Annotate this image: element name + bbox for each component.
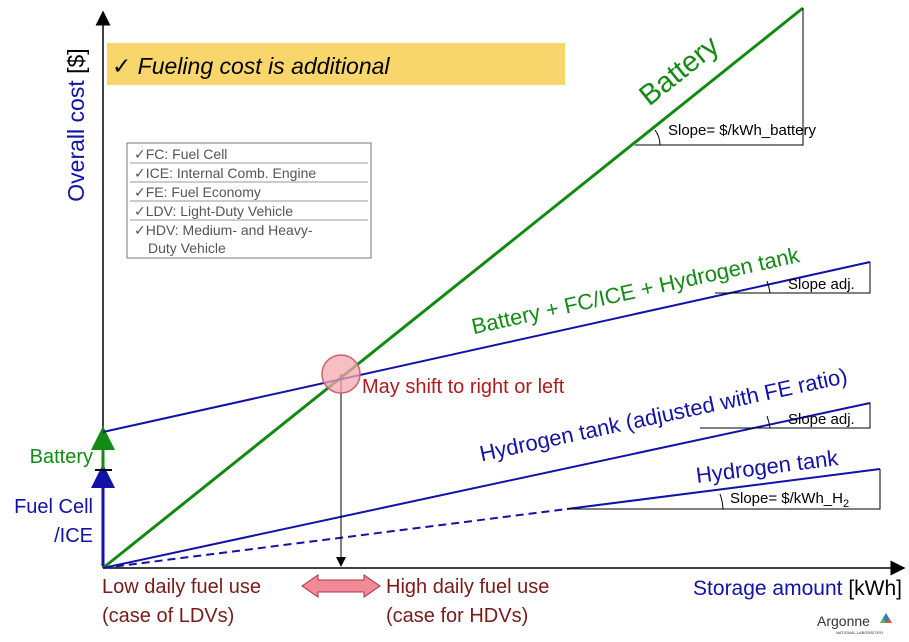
x-axis-title: Storage amount: [693, 577, 843, 600]
high-case: (case for HDVs): [386, 605, 528, 627]
slope-label: Slope= $/kWh_H2: [730, 490, 849, 510]
slope-arc: [766, 415, 771, 429]
crossover-label: May shift to right or left: [362, 376, 565, 398]
slope-arc: [654, 129, 661, 146]
low-case: Low daily fuel use: [102, 576, 261, 598]
legend-item: ✓ICE: Internal Comb. Engine: [134, 165, 316, 181]
fuel-cell-label: /ICE: [54, 525, 93, 547]
note-check: ✓: [112, 53, 131, 79]
battery-fc-label: Battery + FC/ICE + Hydrogen tank: [469, 242, 802, 339]
legend-item: ✓HDV: Medium- and Heavy-: [134, 222, 313, 238]
shift-arrow: [301, 574, 381, 598]
slope-triangle: [700, 403, 871, 429]
slope-triangle: [567, 469, 881, 510]
slope-text: Slope= $/kWh_H: [730, 490, 843, 507]
battery-label: Battery: [634, 29, 726, 112]
logo-sub: NATIONAL LABORATORY: [836, 630, 884, 635]
slope-label: Slope= $/kWh_battery: [668, 122, 817, 139]
slope-label: Slope adj.: [788, 411, 855, 428]
low-case: (case of LDVs): [102, 605, 234, 627]
legend-item: ✓LDV: Light-Duty Vehicle: [134, 203, 293, 219]
y-axis-label: Overall cost [$]: [63, 48, 89, 201]
note-box: [107, 43, 565, 85]
crossover-circle: [321, 354, 361, 394]
note: ✓ Fueling cost is additional: [112, 53, 390, 79]
high-case: High daily fuel use: [386, 576, 549, 598]
x-axis-unit: [kWh]: [848, 577, 902, 600]
x-axis-label: Storage amount [kWh]: [693, 577, 902, 600]
slope-label: Slope adj.: [788, 276, 855, 293]
slope-arc: [766, 280, 771, 294]
logo-mark: [886, 618, 892, 623]
h2-line: [566, 468, 881, 510]
battery-line: [102, 6, 804, 570]
battery-marker-label: Battery: [30, 446, 93, 468]
slope-arc: [719, 493, 724, 510]
slope-triangle: [715, 262, 871, 294]
y-axis-unit: [$]: [63, 48, 89, 74]
logo-mark: [880, 618, 886, 623]
fuel-cell-label: Fuel Cell: [14, 496, 93, 518]
legend-item: ✓FE: Fuel Economy: [134, 184, 261, 200]
h2-adjusted-line: [102, 402, 871, 569]
note-text: Fueling cost is additional: [138, 53, 391, 79]
line-label: Battery + FC/ICE + Hydrogen tank: [469, 242, 802, 339]
slope-triangle: [635, 8, 804, 146]
h2-label: Hydrogen tank: [695, 445, 841, 488]
logo: Argonne: [817, 613, 870, 629]
slope-sub: 2: [843, 498, 849, 510]
legend-item: Duty Vehicle: [148, 240, 226, 256]
legend-item: ✓FC: Fuel Cell: [134, 146, 227, 162]
y-axis-title: Overall cost: [63, 80, 89, 202]
battery-fc-line: [102, 261, 871, 433]
